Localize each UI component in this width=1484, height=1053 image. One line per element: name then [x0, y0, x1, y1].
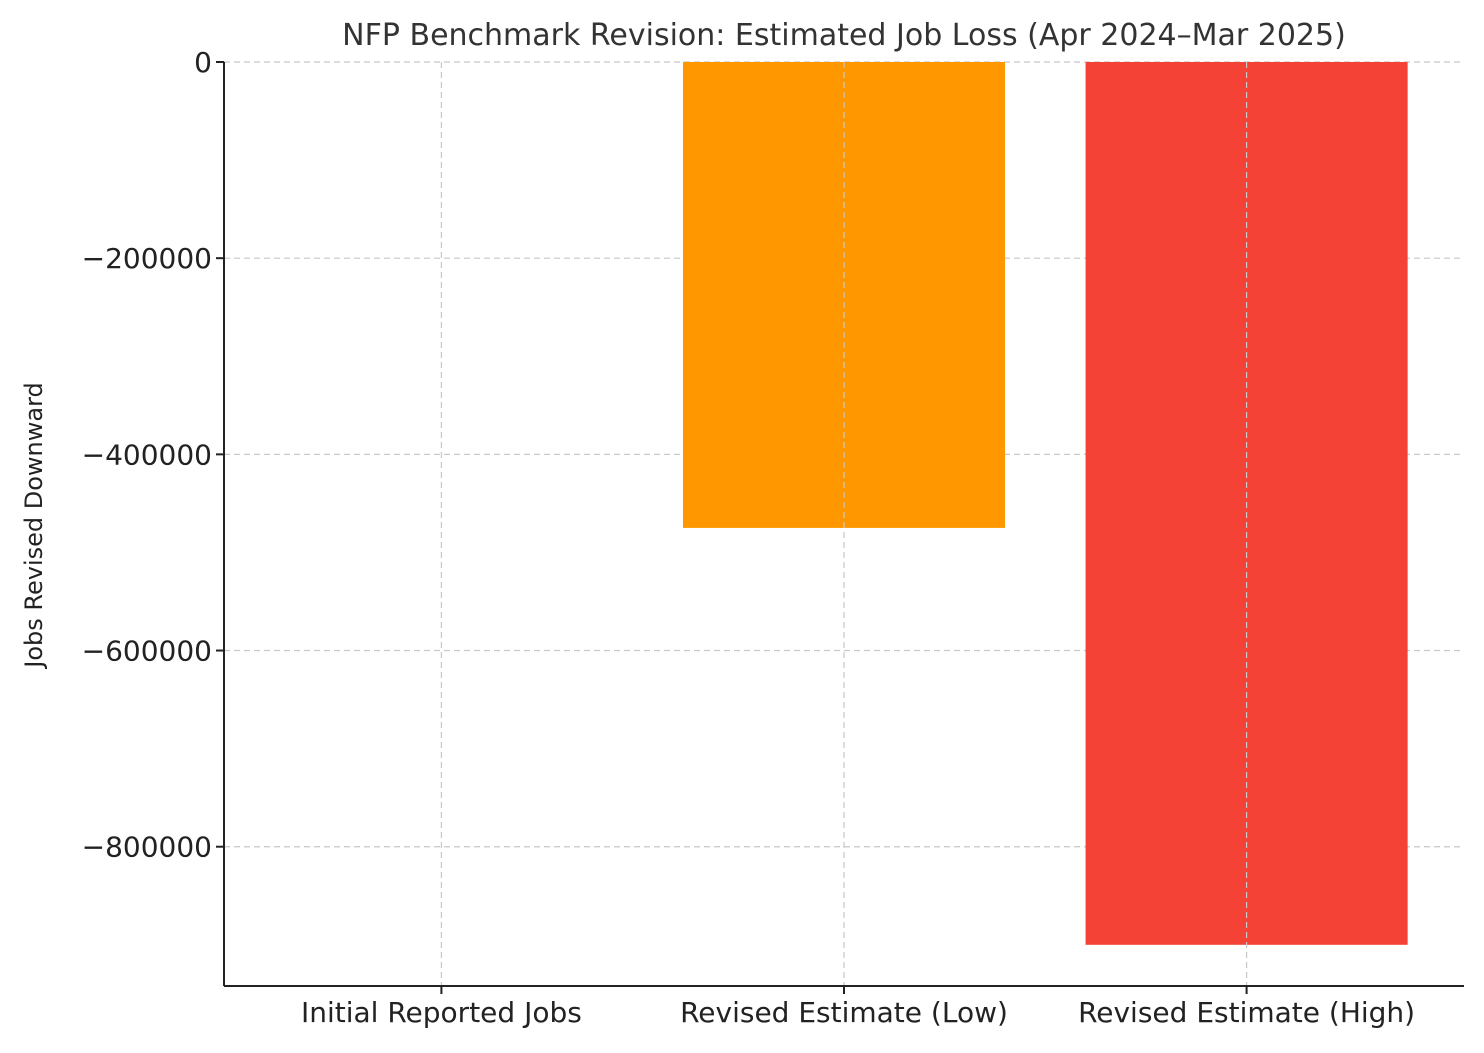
ticks: 0 −200000 −400000 −600000 −800000 Initial Rep… — [82, 46, 1415, 1029]
grid-overlay — [440, 62, 1248, 986]
x-tick-label: Revised Estimate (Low) — [680, 996, 1008, 1029]
y-tick-label: −800000 — [82, 831, 212, 864]
y-tick-label: −200000 — [82, 242, 212, 275]
x-tick-label: Initial Reported Jobs — [301, 996, 582, 1029]
chart-title: NFP Benchmark Revision: Estimated Job Lo… — [342, 18, 1346, 53]
y-tick-label: −400000 — [82, 438, 212, 471]
y-tick-label: 0 — [194, 46, 212, 79]
x-tick-label: Revised Estimate (High) — [1078, 996, 1415, 1029]
y-tick-label: −600000 — [82, 635, 212, 668]
y-axis-label: Jobs Revised Downward — [20, 382, 48, 670]
bars — [682, 62, 1408, 945]
